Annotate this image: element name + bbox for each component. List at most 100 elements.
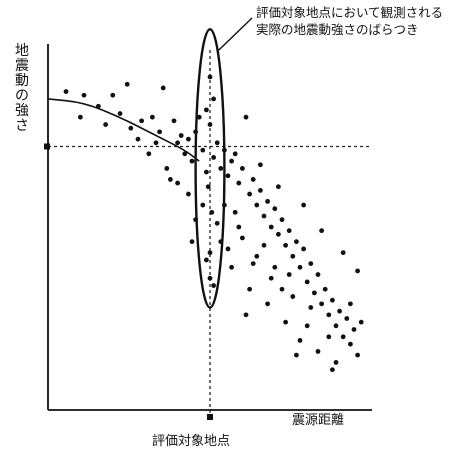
y-reference-marker xyxy=(44,143,50,150)
data-point-83 xyxy=(258,162,263,168)
data-point-43 xyxy=(286,228,292,234)
data-point-35 xyxy=(258,188,263,193)
data-point-24 xyxy=(218,166,224,171)
data-point-45 xyxy=(294,239,299,245)
data-point-32 xyxy=(247,191,253,197)
data-point-39 xyxy=(272,206,278,212)
data-point-50 xyxy=(312,290,317,296)
data-point-105 xyxy=(272,264,278,270)
data-point-113 xyxy=(209,209,215,215)
data-point-0 xyxy=(63,89,69,94)
annotation-leader-line xyxy=(218,17,253,51)
x-axis-label: 震源距離 xyxy=(292,413,345,428)
data-point-48 xyxy=(304,279,310,285)
data-point-8 xyxy=(157,129,163,135)
data-point-77 xyxy=(265,301,270,307)
data-point-97 xyxy=(189,239,195,245)
data-point-17 xyxy=(196,114,202,120)
data-point-53 xyxy=(322,286,328,292)
data-point-114 xyxy=(207,250,213,256)
data-point-61 xyxy=(351,327,357,332)
data-point-91 xyxy=(164,166,170,171)
data-point-101 xyxy=(232,209,238,215)
data-point-84 xyxy=(301,202,306,208)
dispersion-ellipse xyxy=(194,28,226,309)
data-point-41 xyxy=(279,217,285,223)
data-point-42 xyxy=(283,242,288,248)
data-point-6 xyxy=(139,118,145,124)
data-point-59 xyxy=(344,316,350,321)
data-point-67 xyxy=(236,224,242,230)
attenuation-curve xyxy=(47,98,200,162)
data-point-60 xyxy=(348,341,353,347)
data-point-109 xyxy=(326,334,332,340)
data-point-115 xyxy=(207,275,213,281)
data-point-65 xyxy=(268,275,274,281)
data-point-72 xyxy=(211,283,217,288)
data-point-27 xyxy=(229,158,235,164)
data-point-23 xyxy=(214,140,220,146)
data-point-47 xyxy=(301,246,306,252)
data-point-51 xyxy=(315,272,321,277)
data-point-75 xyxy=(229,264,235,270)
data-point-7 xyxy=(150,114,155,120)
data-point-110 xyxy=(348,301,353,307)
data-point-55 xyxy=(330,297,335,303)
data-point-57 xyxy=(337,308,342,314)
data-point-118 xyxy=(153,140,159,146)
data-point-99 xyxy=(214,220,220,226)
data-point-44 xyxy=(290,253,296,259)
data-point-54 xyxy=(326,312,332,318)
data-point-82 xyxy=(276,184,281,190)
data-point-119 xyxy=(135,136,141,142)
data-point-37 xyxy=(265,198,270,204)
data-point-26 xyxy=(225,173,231,179)
data-point-30 xyxy=(240,166,245,171)
data-point-89 xyxy=(294,352,299,358)
data-point-81 xyxy=(333,360,339,365)
data-point-96 xyxy=(168,177,173,182)
data-point-2 xyxy=(96,103,101,109)
data-point-49 xyxy=(308,261,314,266)
data-point-95 xyxy=(124,81,130,87)
annotation-text: 評価対象地点において観測される実際の地震動強さのばらつき xyxy=(256,5,444,37)
data-point-66 xyxy=(254,253,260,259)
data-point-64 xyxy=(290,294,296,299)
data-point-52 xyxy=(319,301,324,307)
data-point-13 xyxy=(182,151,188,157)
data-point-76 xyxy=(247,286,253,292)
data-point-104 xyxy=(261,242,267,248)
y-axis-label: 地震動の強さ xyxy=(15,43,29,134)
data-point-73 xyxy=(175,180,181,186)
data-point-87 xyxy=(355,268,360,274)
data-point-14 xyxy=(186,136,191,142)
data-point-100 xyxy=(225,246,231,252)
data-point-90 xyxy=(243,312,249,318)
data-point-85 xyxy=(319,228,324,234)
data-point-98 xyxy=(200,202,206,208)
data-point-111 xyxy=(358,319,364,325)
data-point-86 xyxy=(340,250,346,256)
data-point-29 xyxy=(236,180,242,186)
data-point-36 xyxy=(261,213,267,219)
data-point-19 xyxy=(204,169,209,175)
data-point-40 xyxy=(276,231,281,237)
data-point-15 xyxy=(189,158,195,164)
data-point-33 xyxy=(250,177,256,182)
data-point-20 xyxy=(207,122,213,127)
data-point-18 xyxy=(200,147,206,153)
data-point-5 xyxy=(128,125,134,131)
data-point-103 xyxy=(250,261,256,266)
data-point-78 xyxy=(283,319,288,325)
data-point-34 xyxy=(254,202,260,208)
data-point-58 xyxy=(340,334,346,340)
data-point-31 xyxy=(243,114,249,120)
data-point-112 xyxy=(205,184,211,190)
data-point-10 xyxy=(171,118,177,124)
data-point-80 xyxy=(315,349,321,354)
data-point-107 xyxy=(286,272,292,277)
plot-area xyxy=(44,17,372,420)
data-point-108 xyxy=(308,305,314,310)
data-point-28 xyxy=(232,151,238,157)
x-tick-label: 評価対象地点 xyxy=(152,434,231,449)
